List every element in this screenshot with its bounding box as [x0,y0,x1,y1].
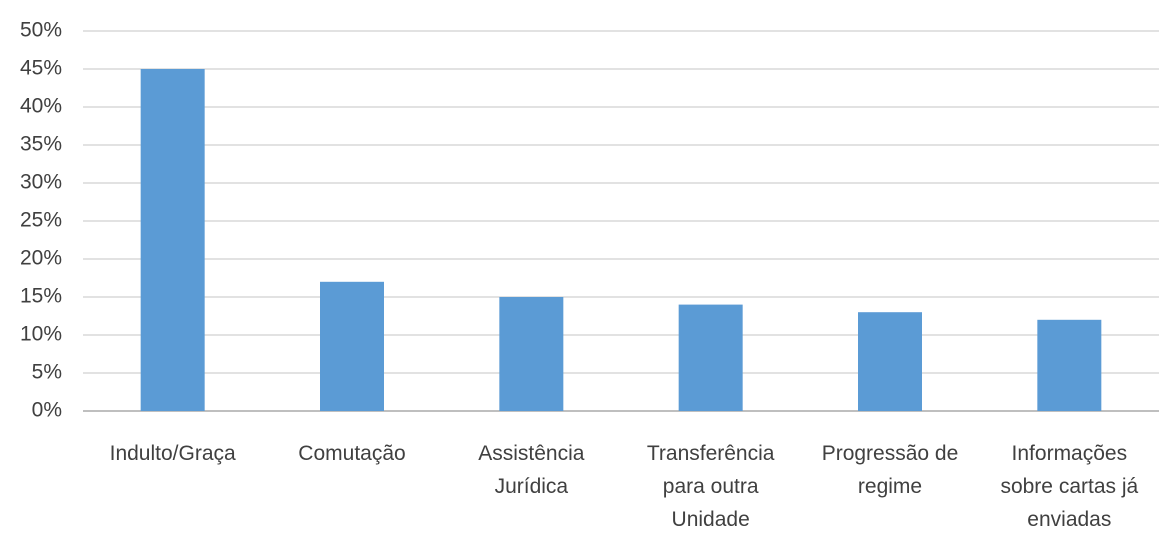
y-tick-label: 30% [20,171,62,194]
x-tick-label: Progressão de regime [821,442,959,498]
bar [678,304,743,411]
x-tick-label: Indulto/Graça [109,442,236,465]
bar [1037,319,1102,411]
x-tick-label: Informações sobre cartas já enviadas [1000,442,1139,531]
y-tick-label: 40% [20,95,62,118]
y-tick-label: 50% [20,19,62,42]
bar [320,281,384,411]
y-tick-label: 15% [20,285,62,308]
y-tick-label: 10% [20,323,62,346]
y-tick-label: 20% [20,247,62,270]
bar [858,312,922,411]
x-tick-label: Comutação [298,442,406,465]
bar [140,69,205,411]
y-tick-label: 25% [20,209,62,232]
bar [499,297,564,411]
y-tick-label: 0% [32,399,62,422]
x-tick-label: Assistência Jurídica [478,442,585,498]
y-tick-label: 45% [20,57,62,80]
y-tick-label: 35% [20,133,62,156]
x-tick-label: Transferência para outra Unidade [646,442,775,531]
y-tick-label: 5% [32,361,62,384]
